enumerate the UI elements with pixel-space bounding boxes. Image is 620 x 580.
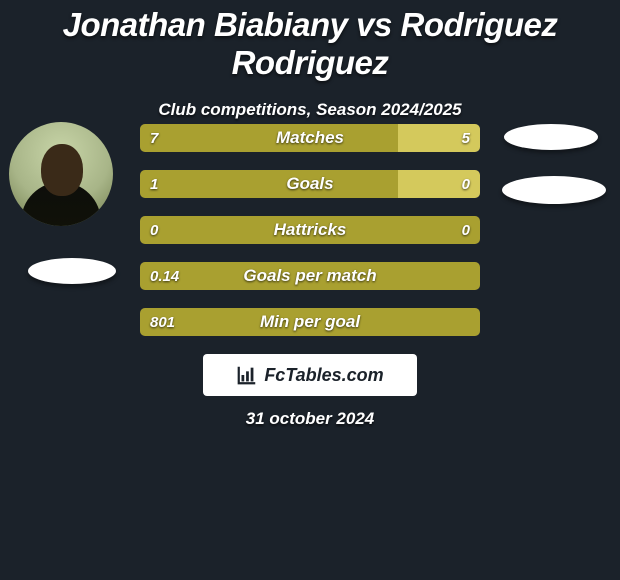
pendant-right-2: [502, 176, 606, 204]
bar-value-left: 0: [140, 222, 210, 239]
stat-bar: 0Hattricks0: [140, 216, 480, 244]
stat-bar: 1Goals0: [140, 170, 480, 198]
stat-bar: 7Matches5: [140, 124, 480, 152]
pendant-left: [28, 258, 116, 284]
chart-icon: [236, 364, 258, 386]
player-left-avatar: [9, 122, 113, 226]
bar-value-left: 7: [140, 130, 210, 147]
stat-bar: 801Min per goal: [140, 308, 480, 336]
source-badge-text: FcTables.com: [264, 365, 383, 386]
pendant-right-1: [504, 124, 598, 150]
bar-label: Min per goal: [210, 312, 410, 332]
bar-label: Hattricks: [210, 220, 410, 240]
bar-value-left: 0.14: [140, 268, 210, 285]
bar-value-right: 0: [410, 222, 480, 239]
subtitle: Club competitions, Season 2024/2025: [0, 100, 620, 120]
stat-bar: 0.14Goals per match: [140, 262, 480, 290]
bar-text-row: 7Matches5: [140, 124, 480, 152]
bar-label: Matches: [210, 128, 410, 148]
stat-bars: 7Matches51Goals00Hattricks00.14Goals per…: [140, 124, 480, 354]
bar-text-row: 1Goals0: [140, 170, 480, 198]
bar-text-row: 0Hattricks0: [140, 216, 480, 244]
bar-value-left: 801: [140, 314, 210, 331]
source-badge: FcTables.com: [203, 354, 417, 396]
bar-text-row: 0.14Goals per match: [140, 262, 480, 290]
avatar-face: [41, 144, 83, 196]
bar-label: Goals per match: [210, 266, 410, 286]
bar-value-right: 5: [410, 130, 480, 147]
bar-value-right: 0: [410, 176, 480, 193]
bar-text-row: 801Min per goal: [140, 308, 480, 336]
bar-value-left: 1: [140, 176, 210, 193]
date-text: 31 october 2024: [0, 409, 620, 429]
page-title: Jonathan Biabiany vs Rodriguez Rodriguez: [0, 0, 620, 82]
bar-label: Goals: [210, 174, 410, 194]
